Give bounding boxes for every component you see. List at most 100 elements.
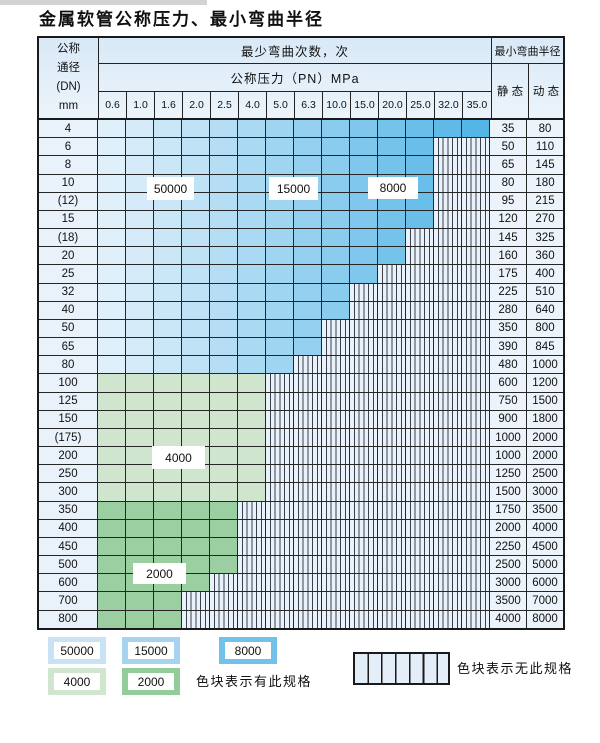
spec-cell-hatched <box>210 574 238 592</box>
dynamic-radius-value: 7000 <box>527 592 563 610</box>
spec-cell-hatched <box>462 374 490 392</box>
spec-cell-hatched <box>294 356 322 374</box>
spec-cell-colored <box>294 120 322 138</box>
dn-value: (175) <box>39 428 98 447</box>
spec-cell-colored <box>210 174 238 192</box>
pressure-column-header: 5.0 <box>267 92 295 118</box>
spec-cell-colored <box>126 392 154 410</box>
spec-cell-hatched <box>294 483 322 501</box>
spec-cell-hatched <box>462 265 490 283</box>
table-row: 250 1250 2500 <box>39 465 563 484</box>
spec-cell-hatched <box>378 319 406 338</box>
dn-value: 4 <box>39 120 98 138</box>
dn-value: 32 <box>39 283 98 301</box>
spec-cell-colored <box>126 283 154 301</box>
spec-cell-hatched <box>434 374 462 392</box>
spec-cell-colored <box>126 447 154 465</box>
dynamic-radius-value: 1800 <box>527 410 563 428</box>
spec-cell-colored <box>126 338 154 356</box>
spec-cell-colored <box>154 301 182 319</box>
spec-cell-hatched <box>266 410 294 428</box>
spec-cell-colored <box>210 374 238 392</box>
spec-cell-hatched <box>434 229 462 247</box>
spec-cell-colored <box>182 392 210 410</box>
spec-cell-hatched <box>378 537 406 556</box>
spec-cell-hatched <box>378 592 406 610</box>
dynamic-radius-value: 6000 <box>527 574 563 592</box>
table-row: 450 2250 4500 <box>39 537 563 557</box>
table-row: 150 900 1800 <box>39 410 563 429</box>
spec-cell-hatched <box>378 428 406 447</box>
spec-cell-colored <box>98 592 126 610</box>
dn-value: 20 <box>39 247 98 265</box>
spec-cell-colored <box>182 501 210 519</box>
spec-cell-colored <box>126 120 154 138</box>
spec-cell-hatched <box>266 610 294 628</box>
spec-cell-colored <box>406 138 434 156</box>
dynamic-radius-value: 180 <box>527 174 563 192</box>
dynamic-radius-value: 2000 <box>527 447 563 465</box>
dn-value: 800 <box>39 610 98 628</box>
spec-cell-colored <box>322 192 350 210</box>
spec-cell-hatched <box>266 465 294 483</box>
spec-cell-hatched <box>266 501 294 519</box>
spec-cell-colored <box>98 120 126 138</box>
spec-cell-colored <box>210 265 238 283</box>
spec-cell-hatched <box>322 519 350 537</box>
spec-cell-hatched <box>322 537 350 556</box>
legend-no-spec-text: 色块表示无此规格 <box>457 661 574 676</box>
spec-cell-colored <box>182 210 210 229</box>
spec-cell-colored <box>126 356 154 374</box>
dn-value: 25 <box>39 265 98 283</box>
spec-cell-colored <box>98 374 126 392</box>
spec-cell-hatched <box>350 374 378 392</box>
spec-cell-hatched <box>462 428 490 447</box>
spec-cell-colored <box>98 501 126 519</box>
spec-cell-hatched <box>434 265 462 283</box>
spec-cell-colored <box>98 519 126 537</box>
spec-cell-colored <box>126 501 154 519</box>
spec-cell-colored <box>210 392 238 410</box>
spec-cell-hatched <box>378 356 406 374</box>
spec-cell-colored <box>266 319 294 338</box>
spec-cell-colored <box>154 410 182 428</box>
static-radius-value: 1000 <box>490 447 527 465</box>
table-row: 800 4000 8000 <box>39 610 563 628</box>
spec-cell-colored <box>238 374 266 392</box>
spec-cell-colored <box>154 138 182 156</box>
spec-cell-hatched <box>462 465 490 483</box>
spec-cell-hatched <box>238 556 266 574</box>
spec-cell-hatched <box>266 574 294 592</box>
spec-cell-colored <box>210 120 238 138</box>
static-radius-value: 35 <box>490 120 527 138</box>
spec-cell-colored <box>126 210 154 229</box>
pressure-column-header: 1.6 <box>155 92 183 118</box>
spec-cell-hatched <box>434 247 462 265</box>
static-radius-value: 1750 <box>490 501 527 519</box>
spec-cell-hatched <box>406 519 434 537</box>
spec-cell-colored <box>126 428 154 447</box>
table-row: 4 35 80 <box>39 120 563 139</box>
spec-cell-colored <box>266 210 294 229</box>
spec-cell-colored <box>210 192 238 210</box>
dynamic-radius-value: 3500 <box>527 501 563 519</box>
spec-cell-hatched <box>406 574 434 592</box>
spec-cell-hatched <box>434 210 462 229</box>
dynamic-radius-value: 360 <box>527 247 563 265</box>
spec-cell-colored <box>98 465 126 483</box>
dynamic-radius-value: 270 <box>527 210 563 229</box>
spec-cell-colored <box>210 138 238 156</box>
spec-cell-hatched <box>322 356 350 374</box>
spec-cell-hatched <box>406 610 434 628</box>
dynamic-radius-value: 2500 <box>527 465 563 483</box>
static-radius-value: 350 <box>490 319 527 338</box>
spec-cell-colored <box>182 120 210 138</box>
static-radius-value: 600 <box>490 374 527 392</box>
spec-cell-colored <box>126 483 154 501</box>
spec-cell-colored <box>294 229 322 247</box>
spec-cell-hatched <box>462 610 490 628</box>
spec-cell-colored <box>182 247 210 265</box>
table-row: 200 1000 2000 <box>39 447 563 466</box>
corner-line: 公称 <box>57 43 80 55</box>
